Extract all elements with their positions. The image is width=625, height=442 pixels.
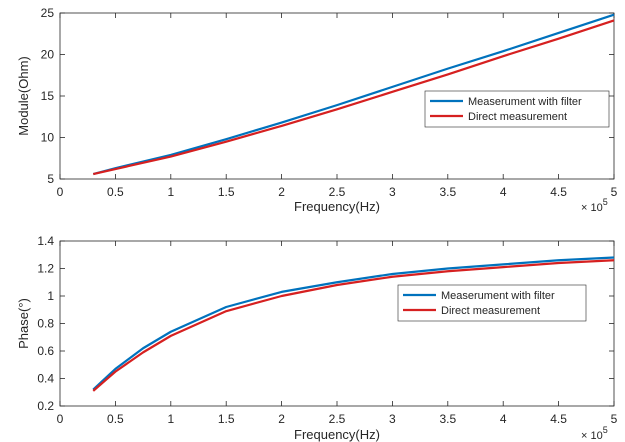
y-tick-label: 0.6 [37,344,54,358]
plot-area [59,240,615,407]
x-tick-label: 1 [167,412,174,426]
x-tick-label: 4.5 [550,412,567,426]
x-axis-label: Frequency(Hz) [294,199,380,214]
x-tick-label: 0 [57,412,64,426]
legend: Measerument with filter Direct measuremen… [397,284,587,322]
x-multiplier: × 105 [581,197,608,214]
x-multiplier-exponent: 5 [603,425,608,435]
x-tick-label: 0.5 [107,185,124,199]
x-tick-label: 3 [389,412,396,426]
legend-label: Direct measurement [468,111,567,123]
y-tick-label: 1.2 [37,262,54,276]
x-tick-label: 4 [500,412,507,426]
legend-label: Direct measurement [441,305,540,317]
x-tick-label: 2.5 [329,412,346,426]
y-tick-label: 0.2 [37,399,54,413]
chart-panel-2: 0 0.5 1 1.5 2 2.5 3 3.5 4 4.5 5 0.2 0.4 0.6 0.8 1 1.2 1.4… [16,234,618,442]
x-tick-label: 5 [611,412,618,426]
x-tick-label: 1.5 [218,412,235,426]
x-tick-label: 3 [389,185,396,199]
x-tick-label: 3.5 [439,412,456,426]
x-tick-label: 4.5 [550,185,567,199]
series-line-1 [92,256,615,391]
x-multiplier: × 105 [581,425,608,442]
x-tick-label: 1.5 [218,185,235,199]
y-tick-label: 1 [47,289,54,303]
x-axis-label: Frequency(Hz) [294,427,380,442]
x-tick-label: 2 [278,185,285,199]
legend-label: Measerument with filter [468,96,582,108]
x-tick-label: 3.5 [439,185,456,199]
y-tick-label: 15 [41,89,55,103]
x-tick-label: 0 [57,185,64,199]
chart-panel-1: 0 0.5 1 1.5 2 2.5 3 3.5 4 4.5 5510152025Frequency(… [16,6,618,214]
y-tick-label: 0.4 [37,372,54,386]
legend-box [424,90,610,128]
legend-label: Measerument with filter [441,290,555,302]
x-tick-label: 0.5 [107,412,124,426]
y-tick-label: 1.4 [37,234,54,248]
x-tick-label: 2 [278,412,285,426]
x-multiplier-exponent: 5 [603,197,608,207]
series-line-2 [92,259,615,392]
x-tick-label: 2.5 [329,185,346,199]
y-tick-label: 20 [41,48,55,62]
x-tick-label: 5 [611,185,618,199]
y-axis-label: Module(Ohm) [16,56,31,135]
y-axis-label: Phase(°) [16,298,31,349]
y-tick-label: 25 [41,6,55,20]
y-tick-label: 5 [47,172,54,186]
x-tick-label: 1 [167,185,174,199]
y-tick-label: 0.8 [37,317,54,331]
legend-box [397,284,587,322]
legend: Measerument with filter Direct measuremen… [424,90,610,128]
y-tick-label: 10 [41,131,55,145]
x-tick-label: 4 [500,185,507,199]
